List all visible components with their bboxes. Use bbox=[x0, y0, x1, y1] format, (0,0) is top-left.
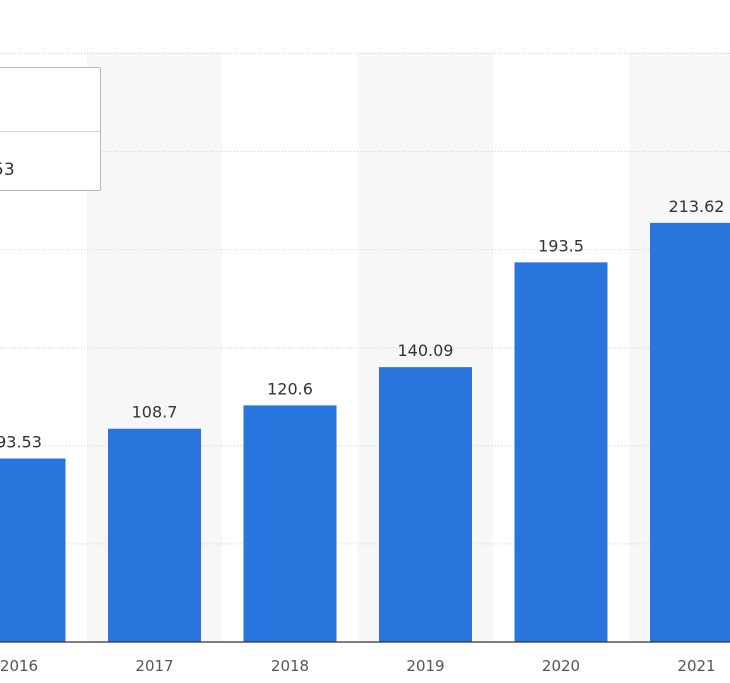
bar-2016 bbox=[0, 458, 66, 642]
value-label-2016: 93.53 bbox=[0, 432, 42, 451]
value-label-2017: 108.7 bbox=[132, 403, 178, 422]
x-tick-label-2020: 2020 bbox=[542, 657, 580, 675]
value-label-2020: 193.5 bbox=[538, 236, 584, 255]
tooltip-divider bbox=[0, 131, 100, 132]
value-labels: 93.53 108.7 120.6 140.09 193.5 213.62 bbox=[0, 197, 724, 452]
x-tick-label-2018: 2018 bbox=[271, 657, 309, 675]
value-label-2018: 120.6 bbox=[267, 379, 313, 398]
tooltip-line-1: 6 bbox=[0, 88, 100, 108]
tooltip-line-2: 53 bbox=[0, 160, 15, 180]
x-tick-label-2017: 2017 bbox=[135, 657, 173, 675]
bars bbox=[0, 222, 730, 642]
value-label-2021: 213.62 bbox=[669, 197, 725, 216]
bar-2018 bbox=[243, 405, 337, 642]
bar-2021 bbox=[650, 222, 730, 642]
value-label-2019: 140.09 bbox=[398, 341, 454, 360]
bar-2019 bbox=[379, 367, 472, 642]
x-tick-labels: 2016 2017 2018 2019 2020 2021 bbox=[0, 657, 716, 675]
x-tick-label-2021: 2021 bbox=[677, 657, 715, 675]
x-tick-label-2019: 2019 bbox=[406, 657, 444, 675]
x-tick-label-2016: 2016 bbox=[0, 657, 38, 675]
bar-2017 bbox=[108, 428, 201, 642]
bar-2020 bbox=[514, 262, 608, 642]
tooltip: 6 53 bbox=[0, 67, 101, 191]
